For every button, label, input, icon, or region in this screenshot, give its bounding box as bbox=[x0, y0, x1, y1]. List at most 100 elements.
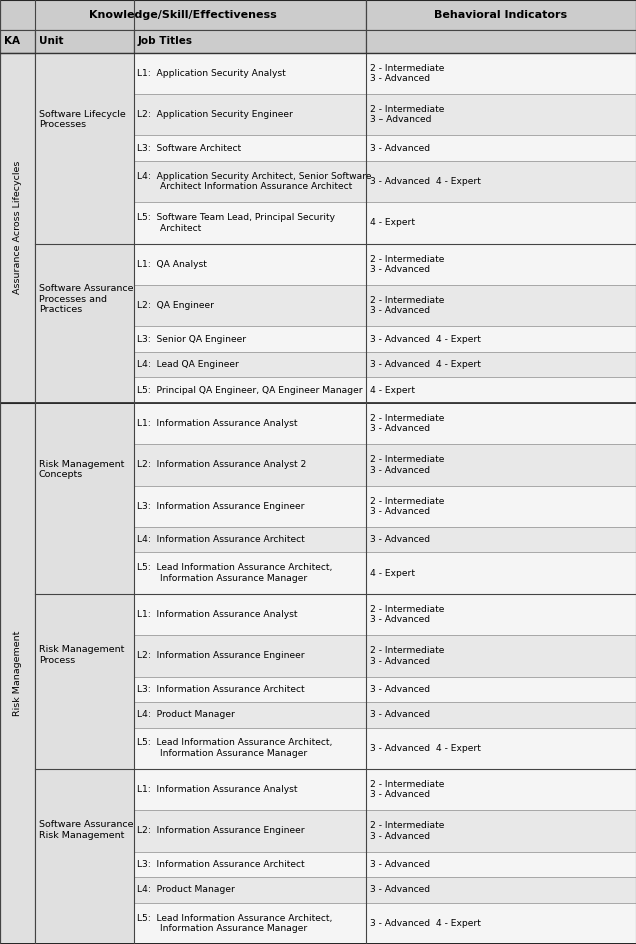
Text: L3:  Information Assurance Engineer: L3: Information Assurance Engineer bbox=[137, 501, 305, 511]
Text: 2 - Intermediate
3 - Advanced: 2 - Intermediate 3 - Advanced bbox=[370, 63, 444, 83]
Text: L1:  Information Assurance Analyst: L1: Information Assurance Analyst bbox=[137, 785, 298, 794]
Bar bbox=[366, 93, 636, 135]
Text: L3:  Senior QA Engineer: L3: Senior QA Engineer bbox=[137, 334, 247, 344]
Text: 3 - Advanced  4 - Expert: 3 - Advanced 4 - Expert bbox=[370, 360, 480, 369]
Bar bbox=[366, 810, 636, 851]
Bar bbox=[134, 160, 366, 202]
Text: Software Assurance
Processes and
Practices: Software Assurance Processes and Practic… bbox=[39, 284, 134, 314]
Bar bbox=[366, 769, 636, 810]
Bar bbox=[366, 635, 636, 677]
Text: L5:  Lead Information Assurance Architect,
        Information Assurance Manager: L5: Lead Information Assurance Architect… bbox=[137, 738, 333, 758]
Text: Risk Management
Process: Risk Management Process bbox=[39, 646, 124, 665]
Text: Software Lifecycle
Processes: Software Lifecycle Processes bbox=[39, 110, 125, 129]
Bar bbox=[366, 352, 636, 378]
Bar bbox=[134, 728, 366, 769]
Bar bbox=[366, 30, 636, 53]
Bar bbox=[35, 53, 134, 244]
Text: L5:  Lead Information Assurance Architect,
        Information Assurance Manager: L5: Lead Information Assurance Architect… bbox=[137, 564, 333, 582]
Text: L1:  Information Assurance Analyst: L1: Information Assurance Analyst bbox=[137, 419, 298, 428]
Bar bbox=[366, 851, 636, 877]
Bar bbox=[35, 769, 134, 944]
Text: Risk Management
Concepts: Risk Management Concepts bbox=[39, 460, 124, 480]
Bar bbox=[35, 30, 134, 53]
Bar bbox=[134, 527, 366, 552]
Text: L2:  Information Assurance Analyst 2: L2: Information Assurance Analyst 2 bbox=[137, 461, 307, 469]
Text: L5:  Lead Information Assurance Architect,
        Information Assurance Manager: L5: Lead Information Assurance Architect… bbox=[137, 914, 333, 933]
Text: 3 - Advanced: 3 - Advanced bbox=[370, 535, 430, 544]
Bar bbox=[366, 552, 636, 594]
Text: 3 - Advanced  4 - Expert: 3 - Advanced 4 - Expert bbox=[370, 334, 480, 344]
Text: 3 - Advanced: 3 - Advanced bbox=[370, 710, 430, 719]
Text: L2:  QA Engineer: L2: QA Engineer bbox=[137, 301, 214, 311]
Text: Behavioral Indicators: Behavioral Indicators bbox=[434, 10, 567, 20]
Bar bbox=[134, 202, 366, 244]
Bar bbox=[134, 851, 366, 877]
Text: L1:  Information Assurance Analyst: L1: Information Assurance Analyst bbox=[137, 610, 298, 619]
Text: 3 - Advanced: 3 - Advanced bbox=[370, 143, 430, 153]
Text: Software Assurance
Risk Management: Software Assurance Risk Management bbox=[39, 820, 134, 840]
Text: 3 - Advanced  4 - Expert: 3 - Advanced 4 - Expert bbox=[370, 919, 480, 928]
Text: L4:  Information Assurance Architect: L4: Information Assurance Architect bbox=[137, 535, 305, 544]
Text: 2 - Intermediate
3 - Advanced: 2 - Intermediate 3 - Advanced bbox=[370, 413, 444, 433]
Bar bbox=[134, 769, 366, 810]
Bar bbox=[0, 30, 35, 53]
Bar bbox=[134, 135, 366, 160]
Text: Job Titles: Job Titles bbox=[137, 37, 192, 46]
Text: 4 - Expert: 4 - Expert bbox=[370, 385, 415, 395]
Text: 2 - Intermediate
3 - Advanced: 2 - Intermediate 3 - Advanced bbox=[370, 296, 444, 315]
Text: 2 - Intermediate
3 - Advanced: 2 - Intermediate 3 - Advanced bbox=[370, 605, 444, 624]
Bar bbox=[134, 810, 366, 851]
Bar bbox=[35, 403, 134, 594]
Text: 3 - Advanced  4 - Expert: 3 - Advanced 4 - Expert bbox=[370, 744, 480, 752]
Bar bbox=[366, 378, 636, 403]
Bar bbox=[366, 728, 636, 769]
Text: L3:  Software Architect: L3: Software Architect bbox=[137, 143, 242, 153]
Bar bbox=[366, 202, 636, 244]
Bar bbox=[366, 485, 636, 527]
Bar bbox=[134, 594, 366, 635]
Bar bbox=[134, 635, 366, 677]
Text: L4:  Application Security Architect, Senior Software
        Architect Informati: L4: Application Security Architect, Seni… bbox=[137, 172, 372, 192]
Text: Knowledge/Skill/Effectiveness: Knowledge/Skill/Effectiveness bbox=[89, 10, 277, 20]
Bar bbox=[134, 93, 366, 135]
Bar bbox=[134, 485, 366, 527]
Bar bbox=[366, 902, 636, 944]
Bar bbox=[366, 702, 636, 728]
Bar bbox=[134, 244, 366, 285]
Text: L4:  Product Manager: L4: Product Manager bbox=[137, 885, 235, 894]
Text: L2:  Information Assurance Engineer: L2: Information Assurance Engineer bbox=[137, 651, 305, 661]
Text: L2:  Information Assurance Engineer: L2: Information Assurance Engineer bbox=[137, 827, 305, 835]
Text: 2 - Intermediate
3 - Advanced: 2 - Intermediate 3 - Advanced bbox=[370, 255, 444, 274]
Bar bbox=[134, 378, 366, 403]
Text: 2 - Intermediate
3 - Advanced: 2 - Intermediate 3 - Advanced bbox=[370, 497, 444, 516]
Bar bbox=[366, 677, 636, 702]
Text: 3 - Advanced  4 - Expert: 3 - Advanced 4 - Expert bbox=[370, 177, 480, 186]
Bar bbox=[366, 135, 636, 160]
Bar bbox=[366, 53, 636, 93]
Bar bbox=[366, 327, 636, 352]
Text: Unit: Unit bbox=[39, 37, 64, 46]
Text: Assurance Across Lifecycles: Assurance Across Lifecycles bbox=[13, 161, 22, 295]
Text: KA: KA bbox=[4, 37, 20, 46]
Bar bbox=[134, 902, 366, 944]
Text: 2 - Intermediate
3 - Advanced: 2 - Intermediate 3 - Advanced bbox=[370, 780, 444, 800]
Bar bbox=[366, 877, 636, 902]
Bar bbox=[35, 244, 134, 403]
Text: Risk Management: Risk Management bbox=[13, 631, 22, 716]
Bar bbox=[366, 527, 636, 552]
Text: 3 - Advanced: 3 - Advanced bbox=[370, 684, 430, 694]
Bar bbox=[366, 0, 636, 30]
Bar bbox=[134, 702, 366, 728]
Text: L4:  Product Manager: L4: Product Manager bbox=[137, 710, 235, 719]
Text: 2 - Intermediate
3 - Advanced: 2 - Intermediate 3 - Advanced bbox=[370, 821, 444, 841]
Text: 3 - Advanced: 3 - Advanced bbox=[370, 860, 430, 868]
Text: 2 - Intermediate
3 - Advanced: 2 - Intermediate 3 - Advanced bbox=[370, 455, 444, 475]
Text: 4 - Expert: 4 - Expert bbox=[370, 218, 415, 228]
Text: 4 - Expert: 4 - Expert bbox=[370, 568, 415, 578]
Bar bbox=[134, 53, 366, 93]
Text: 3 - Advanced: 3 - Advanced bbox=[370, 885, 430, 894]
Bar bbox=[134, 552, 366, 594]
Bar bbox=[134, 877, 366, 902]
Text: L5:  Principal QA Engineer, QA Engineer Manager: L5: Principal QA Engineer, QA Engineer M… bbox=[137, 385, 363, 395]
Bar bbox=[366, 403, 636, 444]
